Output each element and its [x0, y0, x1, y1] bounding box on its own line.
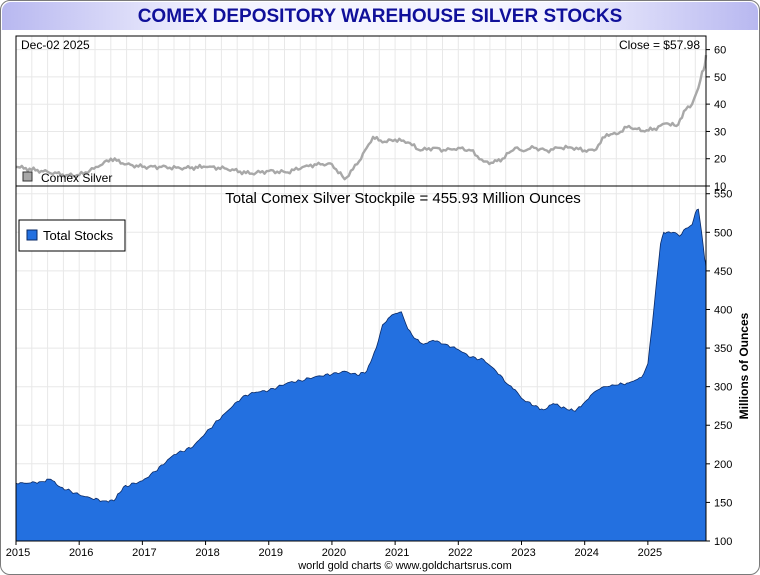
price-grid	[15, 36, 706, 187]
price-plot-area	[16, 36, 706, 186]
stocks-legend-label: Total Stocks	[43, 228, 114, 243]
stocks-panel-title: Total Comex Silver Stockpile = 455.93 Mi…	[225, 190, 581, 207]
silver-legend-label: Comex Silver	[41, 171, 112, 185]
stocks-y-axis: 100 150 200 250 300 350 400 450 500 550	[706, 189, 732, 548]
stocks-y-tick-label: 100	[714, 536, 732, 548]
price-y-tick-label: 60	[714, 45, 726, 57]
stocks-y-axis-label: Millions of Ounces	[737, 312, 751, 419]
stocks-y-tick-label: 450	[714, 266, 732, 278]
x-tick-label: 2018	[195, 547, 219, 559]
x-tick-label: 2022	[448, 547, 472, 559]
price-y-tick-label: 40	[714, 99, 726, 111]
x-tick-label: 2024	[574, 547, 598, 559]
price-y-tick-label: 50	[714, 72, 726, 84]
x-tick-label: 2017	[132, 547, 156, 559]
stocks-y-tick-label: 400	[714, 304, 732, 316]
silver-legend-swatch	[22, 171, 33, 182]
stocks-y-tick-label: 300	[714, 382, 732, 394]
price-y-axis: 10 20 30 40 50 60	[706, 45, 726, 193]
x-tick-label: 2019	[259, 547, 283, 559]
chart-title: COMEX DEPOSITORY WAREHOUSE SILVER STOCKS	[2, 2, 758, 30]
stocks-y-tick-label: 350	[714, 343, 732, 355]
footer-credit: world gold charts © www.goldchartsrus.co…	[297, 560, 512, 572]
x-tick-label: 2016	[69, 547, 93, 559]
x-tick-label: 2015	[6, 547, 30, 559]
price-date-label: Dec-02 2025	[21, 38, 90, 52]
x-axis: 2015 2016 2017 2018 2019 2020 2021 2022 2023 2024…	[6, 541, 662, 559]
x-tick-label: 2020	[322, 547, 346, 559]
stocks-legend-swatch	[26, 229, 38, 241]
stocks-y-tick-label: 250	[714, 420, 732, 432]
stocks-y-tick-label: 550	[714, 189, 732, 201]
stocks-panel: 100 150 200 250 300 350 400 450 500 550 Total Com…	[15, 185, 751, 548]
silver-price-line	[15, 54, 708, 181]
price-y-tick-label: 10	[714, 181, 726, 193]
price-close-label: Close = $57.98	[619, 38, 700, 52]
stocks-y-tick-label: 150	[714, 497, 732, 509]
x-tick-label: 2023	[511, 547, 535, 559]
price-y-tick-label: 20	[714, 154, 726, 166]
x-tick-label: 2025	[638, 547, 662, 559]
stocks-y-tick-label: 500	[714, 227, 732, 239]
x-tick-label: 2021	[385, 547, 409, 559]
stocks-panel-border	[15, 185, 707, 542]
stocks-y-tick-label: 200	[714, 459, 732, 471]
total-stocks-area	[15, 208, 707, 542]
price-y-tick-label: 30	[714, 126, 726, 138]
